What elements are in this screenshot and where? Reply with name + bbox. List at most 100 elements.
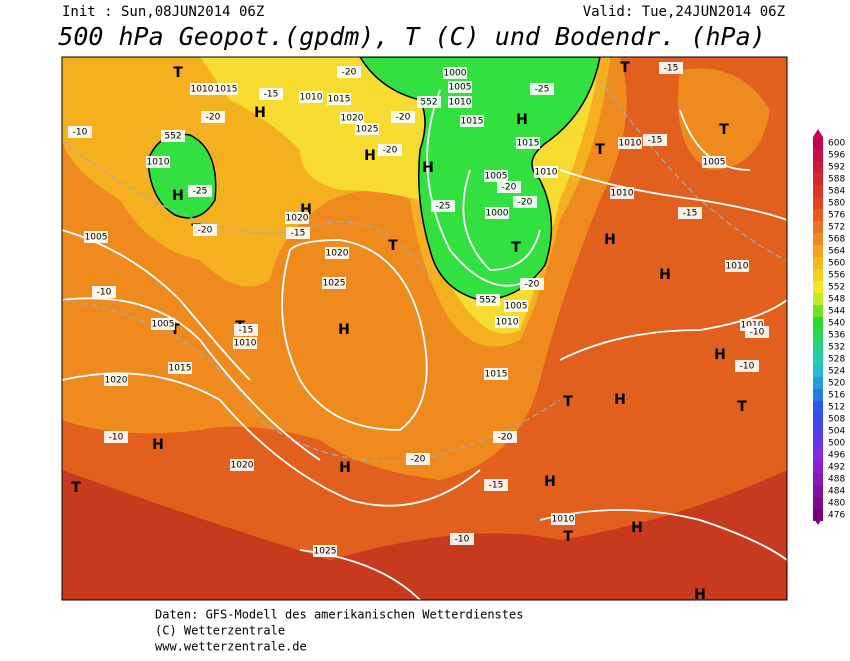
colorbar-swatch <box>813 341 823 353</box>
contour-label: -15 <box>664 64 679 74</box>
label-box <box>702 156 726 168</box>
label-box <box>322 277 346 289</box>
label-box <box>406 453 430 465</box>
label-box <box>168 362 192 374</box>
contour-label: -10 <box>97 288 112 298</box>
label-box <box>678 207 702 219</box>
label-box <box>484 170 508 182</box>
colorbar-swatch <box>813 149 823 161</box>
colorbar-swatch <box>813 401 823 413</box>
colorbar-swatch <box>813 485 823 497</box>
contour-label: 1000 <box>486 209 509 219</box>
colorbar-swatch <box>813 353 823 365</box>
colorbar-swatch <box>813 293 823 305</box>
contour-label: 1010 <box>191 85 214 95</box>
colorbar-label: 596 <box>828 151 845 161</box>
colorbar-label: 564 <box>828 247 845 257</box>
contour-label: 1015 <box>328 95 351 105</box>
label-box <box>643 134 667 146</box>
colorbar-label: 480 <box>828 499 845 509</box>
contour-label: -15 <box>648 136 663 146</box>
contour-label: -10 <box>109 433 124 443</box>
contour-label: 1010 <box>147 158 170 168</box>
colorbar-swatch <box>813 497 823 509</box>
colorbar-label: 552 <box>828 283 845 293</box>
colorbar-swatch <box>813 269 823 281</box>
label-box <box>659 62 683 74</box>
pressure-center: T <box>511 240 521 256</box>
label-box <box>431 200 455 212</box>
label-box <box>485 207 509 219</box>
contour-label: 1005 <box>703 158 726 168</box>
pressure-center: H <box>254 105 266 121</box>
valid-time: Valid: Tue,24JUN2014 06Z <box>583 4 785 20</box>
colorbar-label: 516 <box>828 391 845 401</box>
colorbar-swatch <box>813 173 823 185</box>
label-box <box>460 115 484 127</box>
label-box <box>610 187 634 199</box>
contour-label: -20 <box>498 433 513 443</box>
label-box <box>230 459 254 471</box>
contour-label: -10 <box>73 128 88 138</box>
pressure-center: H <box>300 202 312 218</box>
label-box <box>340 112 364 124</box>
pressure-center: T <box>173 65 183 81</box>
pressure-center: H <box>516 112 528 128</box>
contour-label: 552 <box>420 98 437 108</box>
footer-line: (C) Wetterzentrale <box>155 624 285 638</box>
label-box <box>234 324 258 336</box>
label-box <box>190 83 214 95</box>
colorbar-label: 504 <box>828 427 845 437</box>
colorbar-label: 520 <box>828 379 845 389</box>
colorbar-swatch <box>813 209 823 221</box>
colorbar-label: 548 <box>828 295 845 305</box>
contour-label: 552 <box>479 296 496 306</box>
label-box <box>378 144 402 156</box>
pressure-center: H <box>339 460 351 476</box>
label-box <box>161 130 185 142</box>
label-box <box>201 111 225 123</box>
label-box <box>214 83 238 95</box>
colorbar-swatch <box>813 377 823 389</box>
contour-label: 1015 <box>517 139 540 149</box>
contour-label: 1020 <box>286 214 309 224</box>
pressure-center: T <box>737 399 747 415</box>
contour-label: -25 <box>436 202 451 212</box>
label-box <box>104 431 128 443</box>
colorbar-label: 484 <box>828 487 845 497</box>
label-box <box>725 260 749 272</box>
contour-label: 552 <box>164 132 181 142</box>
colorbar-swatch <box>813 245 823 257</box>
colorbar-label: 540 <box>828 319 845 329</box>
contour-label: -15 <box>489 481 504 491</box>
contour-label: 1020 <box>326 249 349 259</box>
contour-label: 1005 <box>152 320 175 330</box>
colorbar-label: 532 <box>828 343 845 353</box>
label-box <box>497 181 521 193</box>
colorbar-swatch <box>813 233 823 245</box>
colorbar-label: 600 <box>828 139 845 149</box>
contour-label: 1010 <box>496 318 519 328</box>
pressure-center: H <box>631 520 643 536</box>
pressure-center: H <box>172 188 184 204</box>
colorbar-swatch <box>813 137 823 149</box>
label-box <box>493 431 517 443</box>
label-box <box>745 326 769 338</box>
map-title: 500 hPa Geopot.(gpdm), T (C) und Bodendr… <box>58 22 765 51</box>
label-box <box>84 231 108 243</box>
label-box <box>530 83 554 95</box>
colorbar-label: 536 <box>828 331 845 341</box>
contour-label: 1005 <box>449 83 472 93</box>
colorbar-label: 556 <box>828 271 845 281</box>
colorbar-swatch <box>813 473 823 485</box>
contour-label: 1025 <box>314 547 337 557</box>
label-box <box>337 66 361 78</box>
colorbar-swatch <box>813 281 823 293</box>
contour-label: 1015 <box>169 364 192 374</box>
colorbar-label: 560 <box>828 259 845 269</box>
contour-label: -20 <box>342 68 357 78</box>
contour-label: 1015 <box>461 117 484 127</box>
label-box <box>484 479 508 491</box>
colorbar-label: 580 <box>828 199 845 209</box>
